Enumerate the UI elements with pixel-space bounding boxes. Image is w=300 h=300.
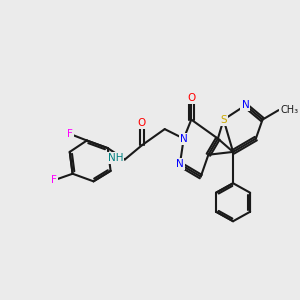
Text: O: O [187,93,195,103]
Text: S: S [220,115,227,124]
Text: N: N [176,159,184,169]
Text: CH₃: CH₃ [280,105,298,115]
Text: F: F [67,129,73,139]
Text: N: N [242,100,249,110]
Text: NH: NH [108,153,123,163]
Text: O: O [138,118,146,128]
Text: F: F [51,176,56,185]
Text: N: N [180,134,188,144]
